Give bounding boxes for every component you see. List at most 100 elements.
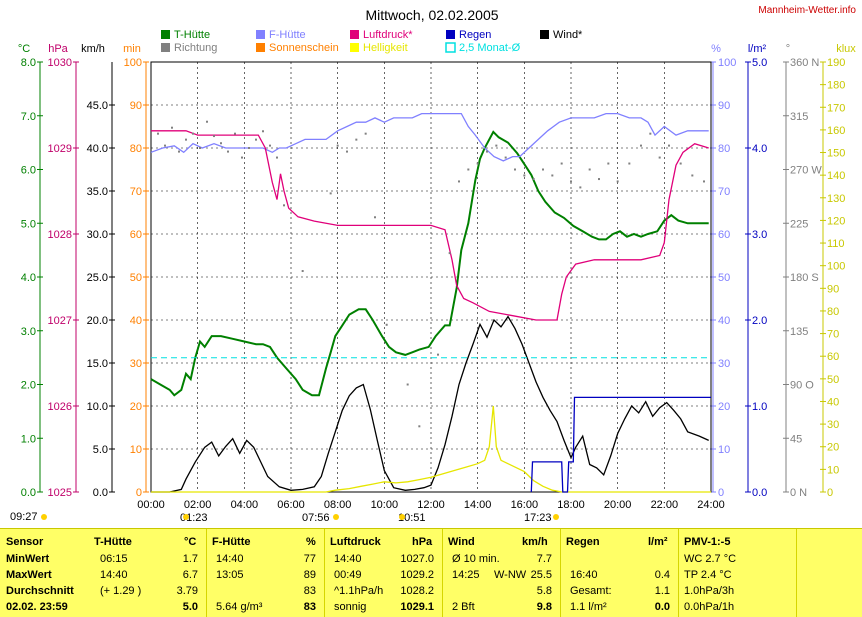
direction-point	[532, 178, 535, 181]
time-axis-tick-label: 12:00	[417, 499, 445, 511]
header-sensor: Sensor	[6, 536, 44, 548]
wind-axis-tick-label: 30.0	[87, 229, 108, 241]
direction-point	[241, 156, 243, 159]
legend-swatch	[445, 42, 456, 53]
rain-axis-tick-label: 5.0	[752, 57, 767, 69]
wind-axis-tick-label: 40.0	[87, 143, 108, 155]
time-axis-tick-label: 20:00	[604, 499, 632, 511]
lux-axis-tick-label: 110	[827, 238, 845, 250]
direction-point	[579, 186, 582, 189]
sun-icon	[399, 514, 405, 520]
stats-rain-time: Gesamt:	[570, 585, 612, 597]
sun-icon	[333, 514, 339, 520]
direction-point	[283, 204, 285, 207]
direction-point	[616, 180, 619, 183]
stats-hum-time: 13:05	[216, 569, 244, 581]
stats-wind-direction: W-NW	[494, 569, 527, 581]
stats-hum-value: 89	[303, 569, 316, 581]
sunshine-axis-tick-label: 20	[130, 401, 142, 413]
axes: 8.07.06.05.04.03.02.01.00.0°C10301029102…	[18, 43, 856, 511]
direction-point	[374, 216, 376, 219]
direction-point	[185, 138, 187, 141]
direction-point	[364, 132, 367, 135]
lux-axis-tick-label: 20	[827, 442, 839, 454]
time-axis-tick-label: 24:00	[697, 499, 725, 511]
header-rain-unit: l/m²	[648, 536, 668, 548]
plot-area	[150, 61, 712, 493]
header-temp-unit: °C	[184, 536, 197, 548]
stats-temp-time: 06:15	[100, 553, 128, 565]
stats-wind-time: 14:25	[452, 569, 480, 581]
sun-markers: 09:27 01:23 07:56 10:51 17:23	[10, 511, 559, 524]
direction-axis-tick-label: 135	[790, 326, 808, 338]
direction-point	[437, 353, 439, 356]
weather-chart: Mittwoch, 02.02.2005 Mannheim-Wetter.inf…	[10, 5, 857, 524]
stats-press-value: 1029.2	[400, 569, 434, 581]
legend-swatch	[161, 30, 170, 39]
direction-point	[220, 142, 222, 145]
sunshine-axis-tick-label: 100	[124, 57, 142, 69]
humidity-axis-tick-label: 90	[718, 100, 730, 112]
stats-press-time: ^1.1hPa/h	[334, 585, 384, 597]
stats-divider	[324, 529, 325, 617]
pressure-axis-tick-label: 1025	[48, 487, 72, 499]
legend-label: Richtung	[174, 42, 217, 54]
header-press-unit: hPa	[412, 536, 433, 548]
header-rain: Regen	[566, 536, 600, 548]
direction-axis-tick-label: 360 N	[790, 57, 819, 69]
temp-axis-tick-label: 5.0	[21, 218, 36, 230]
sunshine-axis-tick-label: 30	[130, 358, 142, 370]
lux-axis-tick-label: 60	[827, 351, 839, 363]
wind-axis-tick-label: 35.0	[87, 186, 108, 198]
direction-axis-tick-label: 0 N	[790, 487, 807, 499]
legend-swatch	[540, 30, 549, 39]
direction-point	[213, 135, 215, 138]
sun-marker-label: 07:56	[302, 512, 330, 524]
temp-axis-tick-label: 2.0	[21, 380, 36, 392]
legend-label: F-Hütte	[269, 29, 306, 41]
direction-point	[476, 162, 479, 165]
temp-axis-tick-label: 6.0	[21, 165, 36, 177]
direction-point	[157, 132, 159, 135]
direction-point	[448, 252, 451, 255]
stats-hum-time: 5.64 g/m³	[216, 601, 263, 613]
lux-axis-tick-label: 40	[827, 396, 839, 408]
direction-point	[385, 323, 388, 326]
direction-point	[570, 180, 572, 183]
temp-axis-tick-label: 7.0	[21, 111, 36, 123]
lux-axis-tick-label: 150	[827, 148, 845, 160]
direction-point	[192, 132, 194, 135]
series-line-t-h-tte	[150, 130, 709, 397]
temp-axis-unit: °C	[18, 43, 30, 55]
stats-wind-time: Ø 10 min.	[452, 553, 500, 565]
stats-temp-time: 14:40	[100, 569, 128, 581]
stats-temp-time: (+ 1.29 )	[100, 585, 142, 597]
stats-pmv-value: WC 2.7 °C	[684, 553, 737, 565]
wind-axis-unit: km/h	[81, 43, 105, 55]
legend-label: 2,5 Monat-Ø	[459, 42, 521, 54]
legend-swatch	[256, 30, 265, 39]
humidity-axis-tick-label: 100	[718, 57, 736, 69]
direction-point	[598, 178, 600, 181]
rain-axis-tick-label: 4.0	[752, 143, 767, 155]
direction-point	[486, 150, 488, 153]
direction-point	[227, 150, 229, 153]
direction-point	[504, 156, 507, 159]
direction-point	[691, 174, 694, 177]
direction-point	[329, 192, 332, 195]
site-link[interactable]: Mannheim-Wetter.info	[758, 5, 856, 16]
direction-point	[276, 156, 278, 159]
header-pmv: PMV-1:-5	[684, 536, 731, 548]
stats-press-time: 00:49	[334, 569, 362, 581]
sunshine-axis-tick-label: 10	[130, 444, 142, 456]
rain-axis-tick-label: 1.0	[752, 401, 767, 413]
sunshine-axis-tick-label: 40	[130, 315, 142, 327]
wind-axis-tick-label: 10.0	[87, 401, 108, 413]
direction-point	[458, 180, 460, 183]
lux-axis-tick-label: 140	[827, 170, 845, 182]
stats-wind-time: 2 Bft	[452, 601, 475, 613]
sunshine-axis-tick-label: 90	[130, 100, 142, 112]
stats-divider	[560, 529, 561, 617]
lux-axis-tick-label: 160	[827, 125, 845, 137]
